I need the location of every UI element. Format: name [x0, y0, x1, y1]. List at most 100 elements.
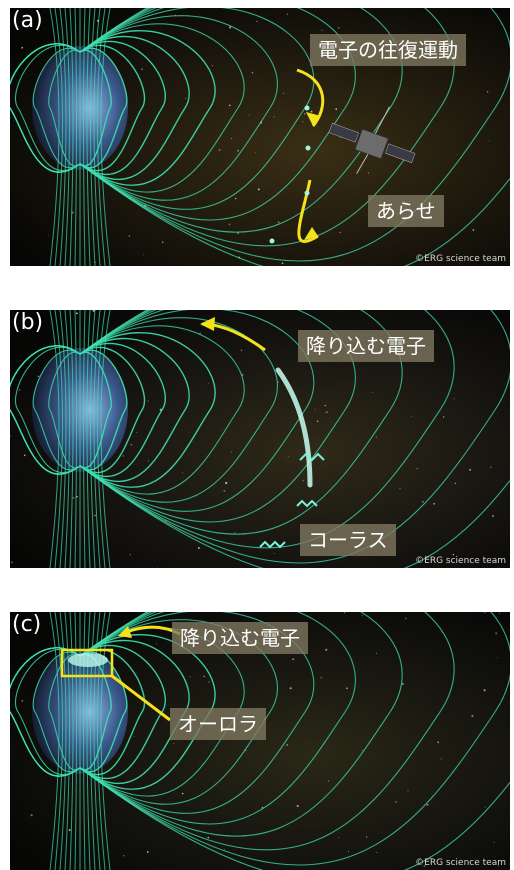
star [11, 561, 13, 564]
field-line [90, 310, 96, 568]
star [128, 235, 131, 237]
star [490, 466, 492, 468]
star [225, 481, 228, 485]
field-line [79, 310, 403, 535]
star [277, 221, 280, 224]
star [316, 420, 319, 423]
star [302, 121, 304, 123]
panel-label: (c) [12, 612, 42, 637]
field-line [79, 40, 166, 176]
star [484, 612, 486, 614]
star [122, 455, 125, 457]
star [423, 865, 426, 867]
field-line [79, 346, 145, 474]
star [443, 416, 445, 418]
arrowhead [304, 227, 318, 240]
star [23, 454, 26, 457]
star [72, 496, 75, 499]
star [68, 829, 71, 831]
star [231, 451, 233, 453]
star [347, 851, 349, 853]
star [395, 801, 397, 803]
caption-precipitating-electrons: 降り込む電子 [298, 330, 434, 362]
field-line [79, 310, 315, 512]
callout-line [111, 674, 171, 722]
field-line [59, 8, 67, 266]
star [237, 149, 240, 152]
panel-label: (a) [12, 8, 43, 33]
star [234, 532, 236, 534]
star [207, 836, 210, 839]
field-line [90, 8, 96, 266]
star [199, 332, 201, 335]
field-line [79, 310, 356, 523]
star [496, 657, 498, 659]
star [141, 68, 143, 71]
star [235, 197, 237, 200]
star [289, 687, 292, 690]
star [94, 514, 96, 517]
arrowhead [306, 112, 321, 126]
field-line [10, 345, 81, 475]
field-line [86, 612, 91, 870]
panel-b: (b) 降り込む電子 コーラス ©ERG science team [10, 310, 510, 568]
star [320, 676, 322, 679]
star [324, 404, 326, 407]
star [375, 652, 377, 654]
star [231, 138, 233, 140]
star [189, 676, 191, 678]
field-line [69, 612, 74, 870]
star [399, 488, 401, 490]
field-line [10, 647, 81, 777]
field-line [59, 310, 67, 568]
star [147, 400, 149, 402]
field-line [59, 612, 67, 870]
field-line [79, 8, 356, 221]
field-line [79, 23, 245, 193]
star [130, 443, 133, 446]
field-line [97, 612, 106, 870]
star [257, 188, 260, 191]
star [211, 64, 214, 67]
star [314, 408, 316, 410]
star [181, 792, 184, 795]
field-line [79, 612, 455, 851]
field-line [79, 310, 510, 564]
field-line [79, 36, 190, 181]
star [254, 152, 256, 154]
field-line [64, 8, 70, 266]
field-line [79, 612, 356, 825]
star [471, 715, 474, 718]
star [92, 310, 95, 312]
star [339, 231, 341, 233]
star [21, 699, 24, 702]
arrowhead [118, 626, 132, 638]
star [287, 455, 289, 457]
star [76, 495, 78, 498]
field-line [100, 310, 111, 568]
chorus-wave-icon [259, 452, 325, 549]
star [483, 689, 486, 692]
field-line [79, 317, 278, 503]
aurora-glow [68, 653, 108, 667]
field-line [83, 8, 86, 266]
star [440, 758, 442, 760]
star [229, 104, 231, 107]
caption-electron-bounce: 電子の往復運動 [310, 34, 466, 66]
field-line [79, 8, 403, 233]
star [197, 547, 200, 549]
star [375, 436, 377, 438]
caption-precipitating-electrons: 降り込む電子 [172, 622, 308, 654]
star [361, 749, 363, 751]
panel-c: (c) 降り込む電子 オーロラ ©ERG science team [10, 612, 510, 870]
star [304, 113, 306, 115]
star [173, 743, 175, 745]
star [237, 232, 239, 234]
field-line [97, 8, 106, 266]
star [296, 804, 299, 808]
panel-label: (b) [12, 310, 44, 335]
star [147, 460, 149, 462]
star [277, 381, 280, 383]
star [129, 554, 131, 556]
star [251, 72, 254, 74]
